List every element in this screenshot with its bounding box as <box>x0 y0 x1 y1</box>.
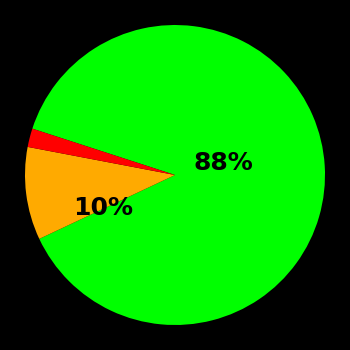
Text: 10%: 10% <box>73 196 133 220</box>
Wedge shape <box>25 147 175 239</box>
Wedge shape <box>28 129 175 175</box>
Text: 88%: 88% <box>193 151 253 175</box>
Wedge shape <box>32 25 325 325</box>
